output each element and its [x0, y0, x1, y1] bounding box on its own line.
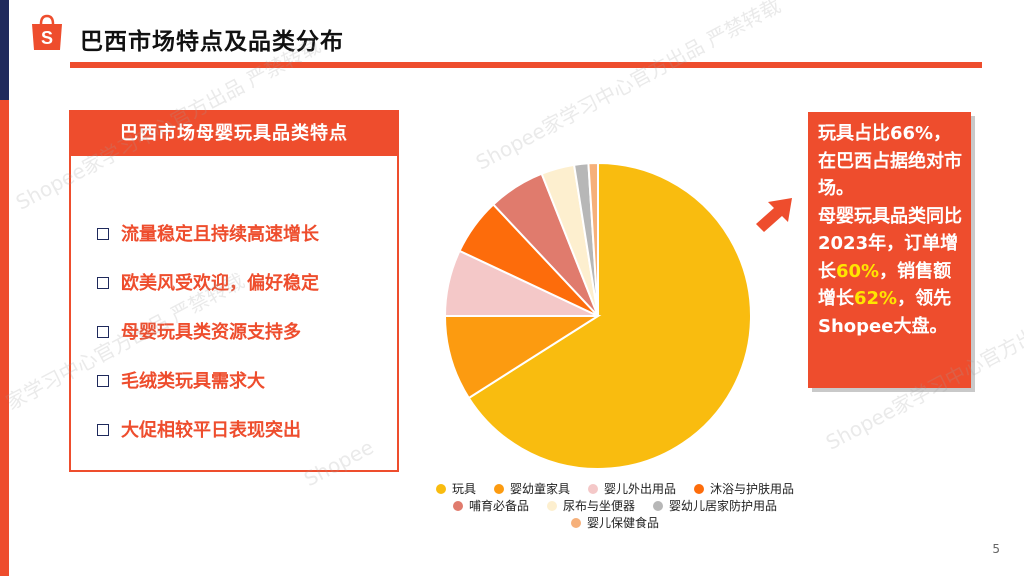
legend-item: 婴幼儿居家防护用品: [653, 497, 777, 514]
legend-swatch: [588, 483, 598, 494]
legend-swatch: [546, 500, 557, 511]
features-panel: 巴西市场母婴玩具品类特点 流量稳定且持续高速增长 欧美风受欢迎，偏好稳定 母婴玩…: [69, 110, 399, 472]
legend-item: 玩具: [435, 480, 476, 497]
checkbox-icon: [97, 374, 109, 387]
feature-item: 母婴玩具类资源支持多: [97, 306, 319, 355]
legend-swatch: [653, 500, 663, 511]
feature-text: 母婴玩具类资源支持多: [121, 321, 301, 343]
left-stripe-orange: [0, 100, 9, 576]
checkbox-icon: [97, 276, 109, 289]
legend-item: 尿布与坐便器: [546, 497, 635, 514]
legend-row: 玩具 婴幼童家具 婴儿外出用品 沐浴与护肤用品: [380, 480, 850, 497]
pie-chart: [443, 155, 775, 480]
arrow-up-right-icon: [756, 198, 792, 232]
legend-swatch: [570, 517, 581, 528]
checkbox-icon: [97, 423, 109, 436]
legend-label: 婴儿外出用品: [604, 482, 677, 496]
pie-slice-1: [467, 161, 752, 470]
callout-text: ，领先Shopee大盘。: [818, 288, 952, 337]
feature-item: 流量稳定且持续高速增长: [97, 208, 319, 257]
feature-list: 流量稳定且持续高速增长 欧美风受欢迎，偏好稳定 母婴玩具类资源支持多 毛绒类玩具…: [97, 208, 319, 453]
legend-swatch: [435, 483, 446, 494]
checkbox-icon: [97, 227, 109, 240]
legend-row: 哺育必备品 尿布与坐便器 婴幼儿居家防护用品: [380, 497, 850, 514]
pie-slice-2: [443, 315, 602, 400]
legend-label: 玩具: [451, 482, 476, 496]
callout-box: 玩具占比66%，在巴西占据绝对市场。 母婴玩具品类同比2023年，订单增长60%…: [808, 112, 971, 388]
left-stripe-navy: [0, 0, 9, 100]
legend-item: 沐浴与护肤用品: [694, 480, 794, 497]
legend-item: 哺育必备品: [452, 497, 529, 514]
pie-chart-svg: [443, 161, 752, 470]
panel-title: 巴西市场母婴玩具品类特点: [71, 112, 397, 156]
legend-label: 沐浴与护肤用品: [710, 482, 795, 496]
svg-text:S: S: [41, 28, 53, 48]
callout-text: 母婴玩具品类同比2023年，订单增长: [818, 205, 962, 282]
legend-label: 尿布与坐便器: [562, 499, 635, 513]
shopee-bag-icon: S: [32, 14, 62, 50]
callout-text: ，销售额增长: [818, 260, 952, 310]
feature-text: 欧美风受欢迎，偏好稳定: [121, 272, 319, 294]
page-number: 5: [992, 542, 1000, 556]
feature-text: 流量稳定且持续高速增长: [121, 223, 319, 245]
legend-label: 婴幼儿居家防护用品: [669, 499, 778, 513]
checkbox-icon: [97, 325, 109, 338]
legend-swatch: [694, 483, 705, 494]
callout-highlight: 60%: [836, 260, 880, 282]
feature-text: 大促相较平日表现突出: [121, 419, 301, 441]
legend-swatch: [493, 483, 504, 494]
legend-label: 哺育必备品: [468, 499, 529, 513]
callout-text: 玩具占比66%，在巴西占据绝对市场。: [818, 123, 962, 199]
legend-item: 婴儿保健食品: [570, 514, 659, 531]
legend-item: 婴儿外出用品: [588, 480, 676, 497]
legend-label: 婴幼童家具: [509, 482, 570, 496]
feature-item: 欧美风受欢迎，偏好稳定: [97, 257, 319, 306]
legend-row: 婴儿保健食品: [380, 514, 850, 531]
legend-swatch: [452, 500, 463, 511]
legend-label: 婴儿保健食品: [586, 516, 659, 530]
feature-item: 毛绒类玩具需求大: [97, 355, 319, 404]
chart-legend: 玩具 婴幼童家具 婴儿外出用品 沐浴与护肤用品哺育必备品 尿布与坐便器 婴幼儿居家防护用品…: [380, 480, 850, 531]
callout-highlight: 62%: [854, 288, 898, 309]
pie-slice-8: [587, 161, 599, 317]
title-divider: [70, 62, 982, 68]
feature-text: 毛绒类玩具需求大: [121, 370, 265, 392]
watermark: Shopee家学习中心官方出品 严禁转载: [471, 0, 785, 175]
legend-item: 婴幼童家具: [493, 480, 570, 497]
feature-item: 大促相较平日表现突出: [97, 404, 319, 453]
page-title: 巴西市场特点及品类分布: [80, 29, 344, 55]
